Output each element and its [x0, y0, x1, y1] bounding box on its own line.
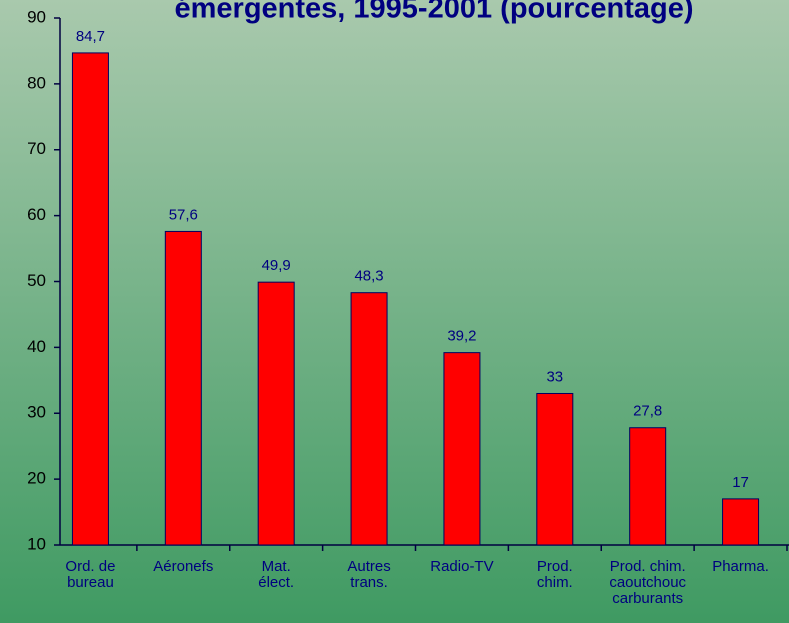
- y-tick-label: 70: [27, 139, 46, 158]
- x-tick-label: Pharma.: [712, 558, 769, 575]
- value-label: 17: [732, 474, 749, 491]
- bar: [164, 230, 202, 546]
- value-label: 27,8: [633, 403, 662, 420]
- y-tick-label: 80: [27, 73, 46, 92]
- y-tick-label: 20: [27, 469, 46, 488]
- x-tick-label: Radio-TV: [430, 558, 493, 575]
- y-tick-label: 60: [27, 205, 46, 224]
- x-tick-label: Ord. de bureau: [65, 558, 115, 591]
- value-label: 49,9: [262, 257, 291, 274]
- x-tick-label: Autres trans.: [347, 558, 390, 591]
- bar: [257, 281, 295, 546]
- y-tick-label: 30: [27, 403, 46, 422]
- chart-title: émergentes, 1995-2001 (pourcentage): [175, 0, 694, 25]
- bar: [443, 352, 481, 546]
- y-tick-label: 10: [27, 534, 46, 553]
- bar: [536, 392, 574, 546]
- bar: [629, 427, 667, 546]
- value-label: 33: [546, 368, 563, 385]
- y-tick-label: 40: [27, 337, 46, 356]
- value-label: 39,2: [447, 328, 476, 345]
- y-tick-label: 90: [27, 7, 46, 26]
- x-tick-label: Aéronefs: [153, 558, 213, 575]
- x-tick-label: Prod. chim.: [537, 558, 573, 591]
- x-tick-label: Prod. chim. caoutchouc carburants: [609, 558, 686, 607]
- value-label: 84,7: [76, 28, 105, 45]
- bar: [71, 52, 109, 546]
- bar: [350, 292, 388, 546]
- x-tick-label: Mat. élect.: [258, 558, 294, 591]
- bar: [722, 498, 760, 546]
- value-label: 57,6: [169, 206, 198, 223]
- value-label: 48,3: [354, 268, 383, 285]
- y-tick-label: 50: [27, 271, 46, 290]
